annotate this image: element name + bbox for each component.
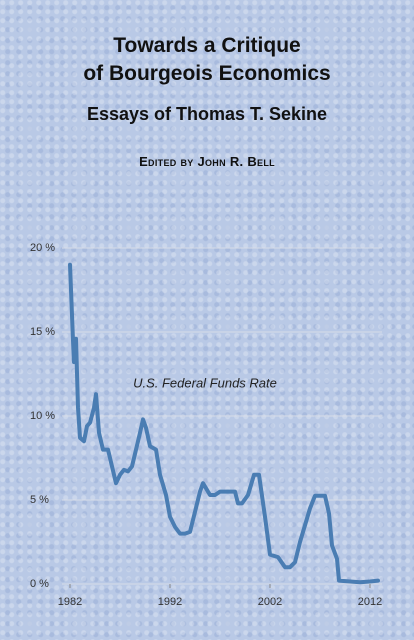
title: of Bourgeois Economics [83,62,331,85]
y-tick-label: 20 % [30,242,55,254]
y-tick-label: 15 % [30,326,55,338]
x-tick-label: 1992 [158,596,182,608]
x-tick-label: 1982 [58,596,82,608]
title: Towards a Critique [113,34,301,57]
rate-line [68,262,380,585]
y-tick-label: 0 % [30,578,49,590]
subtitle: Essays of Thomas T. Sekine [86,104,328,124]
annotation: U.S. Federal Funds Rate [133,375,277,390]
y-tick-label: 5 % [30,494,49,506]
x-tick-label: 2012 [358,596,382,608]
editor: Edited by John R. Bell [139,154,275,169]
x-tick-label: 2002 [258,596,282,608]
y-tick-label: 10 % [30,410,55,422]
